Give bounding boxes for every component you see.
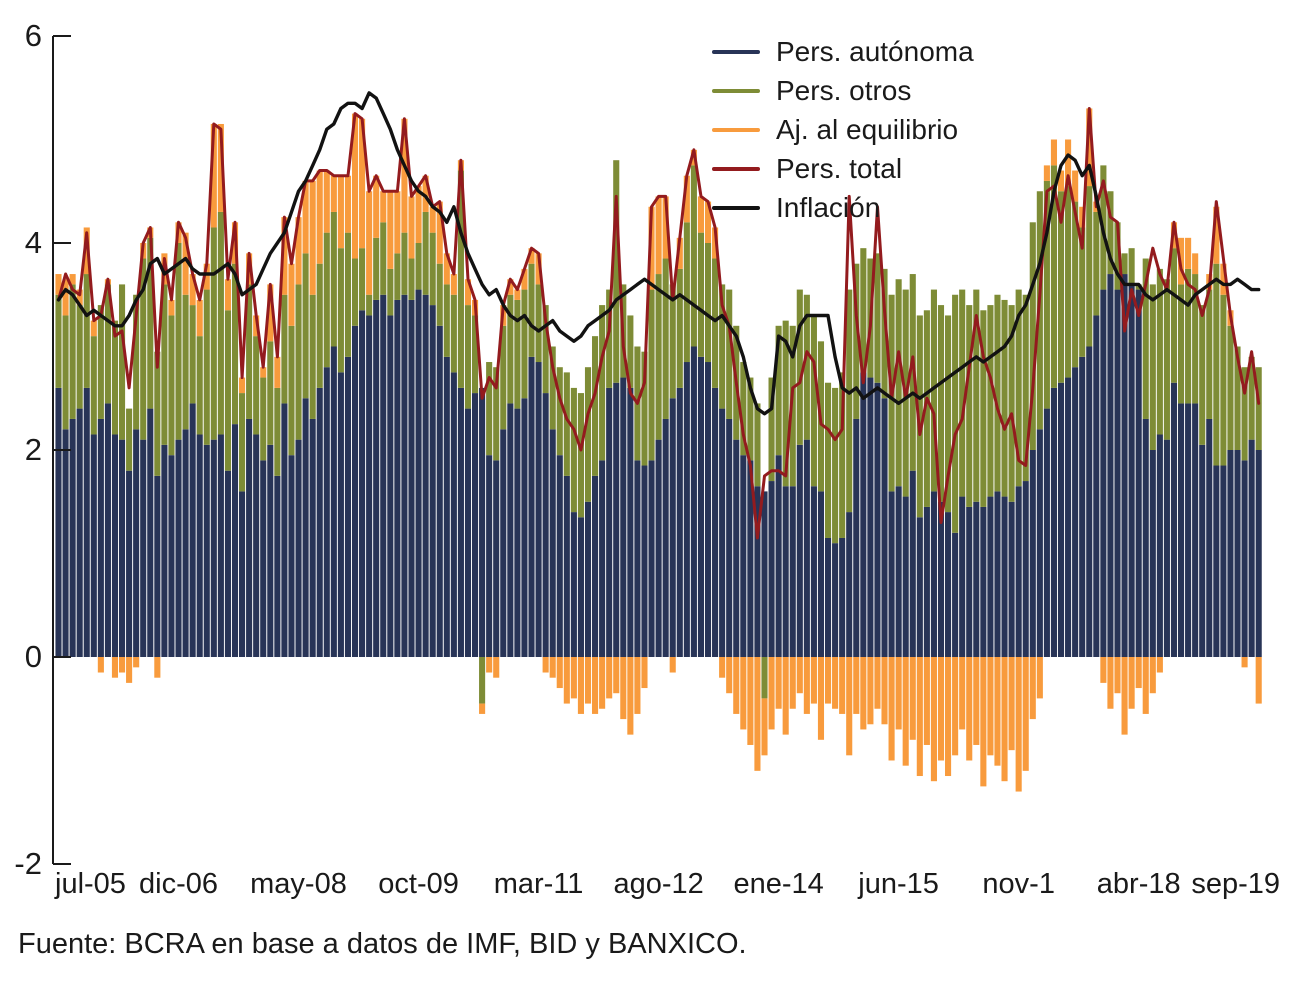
legend-label: Inflación: [776, 192, 881, 223]
svg-text:4: 4: [25, 225, 42, 260]
legend-item-pers-autonoma: Pers. autónoma: [712, 36, 974, 68]
svg-text:abr-18: abr-18: [1097, 868, 1181, 900]
svg-text:0: 0: [25, 639, 42, 674]
svg-text:oct-09: oct-09: [378, 868, 459, 900]
svg-text:dic-06: dic-06: [139, 868, 218, 900]
legend-label: Aj. al equilibrio: [776, 114, 959, 145]
legend-label: Pers. total: [776, 153, 903, 184]
legend-item-pers-otros: Pers. otros: [712, 75, 974, 107]
source-note: Fuente: BCRA en base a datos de IMF, BID…: [18, 928, 747, 960]
svg-text:sep-19: sep-19: [1191, 868, 1280, 900]
aj-al-equilibrio-line-swatch: [712, 128, 760, 132]
legend-item-inflacion: Inflación: [712, 192, 974, 224]
legend-label: Pers. autónoma: [776, 36, 974, 67]
legend-item-aj-al-equilibrio: Aj. al equilibrio: [712, 114, 974, 146]
legend-label: Pers. otros: [776, 75, 912, 106]
pers-autonoma-line-swatch: [712, 50, 760, 54]
svg-text:mar-11: mar-11: [494, 868, 584, 900]
inflacion-line-swatch: [712, 206, 760, 210]
svg-text:ene-14: ene-14: [733, 868, 823, 900]
svg-text:-2: -2: [14, 846, 42, 881]
legend-item-pers-total: Pers. total: [712, 153, 974, 185]
svg-text:may-08: may-08: [250, 868, 347, 900]
svg-text:ago-12: ago-12: [613, 868, 703, 900]
svg-text:jun-15: jun-15: [857, 868, 939, 900]
svg-text:2: 2: [25, 432, 42, 467]
legend: Pers. autónoma Pers. otros Aj. al equili…: [712, 36, 974, 224]
svg-text:jul-05: jul-05: [54, 868, 126, 900]
svg-text:nov-1: nov-1: [982, 868, 1055, 900]
pers-total-line-swatch: [712, 167, 760, 171]
svg-text:6: 6: [25, 18, 42, 53]
pers-otros-line-swatch: [712, 89, 760, 93]
